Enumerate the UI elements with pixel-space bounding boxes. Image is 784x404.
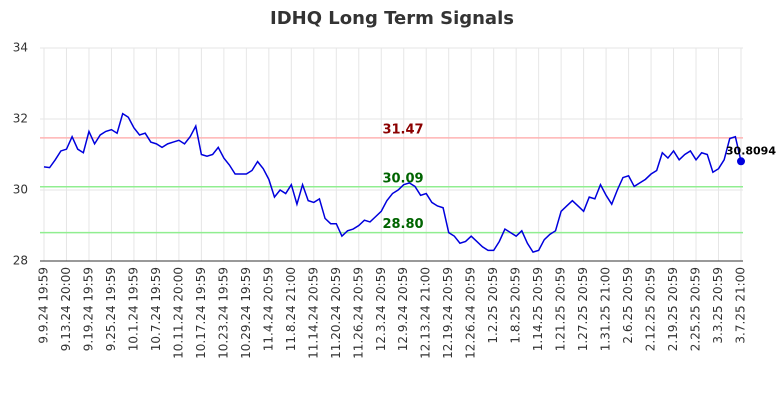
- reference-label: 28.80: [382, 217, 423, 232]
- x-tick-label: 3.3.25 20:59: [711, 267, 725, 344]
- reference-label: 31.47: [382, 122, 423, 137]
- price-line: [43, 112, 742, 254]
- x-tick-label: 12.9.24 20:59: [396, 267, 410, 351]
- y-tick-label: 28: [13, 254, 28, 268]
- x-tick-label: 10.1.24 19:59: [126, 267, 140, 351]
- x-tick-label: 10.11.24 20:00: [171, 267, 185, 359]
- x-tick-label: 11.4.24 20:59: [261, 267, 275, 351]
- y-tick-label: 30: [13, 183, 28, 197]
- y-tick-label: 34: [13, 41, 28, 55]
- x-tick-label: 10.17.24 19:59: [194, 267, 208, 359]
- x-tick-label: 12.13.24 21:00: [419, 267, 433, 359]
- x-tick-label: 2.25.25 20:59: [689, 267, 703, 351]
- x-tick-label: 2.12.25 20:59: [644, 267, 658, 351]
- y-tick-label: 32: [13, 112, 28, 126]
- chart-title: IDHQ Long Term Signals: [270, 8, 514, 29]
- last-value-label: 30.8094: [726, 144, 776, 157]
- x-tick-label: 9.9.24 19:59: [37, 267, 51, 344]
- x-tick-label: 1.2.25 20:59: [486, 267, 500, 344]
- x-tick-label: 2.6.25 20:59: [621, 267, 635, 344]
- x-tick-label: 10.29.24 19:59: [239, 267, 253, 359]
- x-tick-label: 3.7.25 21:00: [734, 267, 748, 344]
- x-tick-label: 11.14.24 20:59: [306, 267, 320, 359]
- x-tick-label: 1.27.25 20:59: [576, 267, 590, 351]
- x-tick-label: 10.7.24 19:59: [149, 267, 163, 351]
- x-tick-label: 9.13.24 20:00: [59, 267, 73, 351]
- x-tick-label: 1.21.25 20:59: [554, 267, 568, 351]
- x-tick-label: 12.26.24 20:59: [464, 267, 478, 359]
- x-tick-label: 1.31.25 21:00: [599, 267, 613, 351]
- x-tick-label: 11.20.24 20:59: [329, 267, 343, 359]
- x-tick-label: 1.8.25 20:59: [509, 267, 523, 344]
- x-tick-label: 2.19.25 20:59: [666, 267, 680, 351]
- x-tick-label: 9.25.24 19:59: [104, 267, 118, 351]
- x-tick-label: 11.26.24 20:59: [351, 267, 365, 359]
- last-point: [737, 157, 745, 166]
- x-tick-label: 11.8.24 21:00: [284, 267, 298, 351]
- x-tick-label: 12.3.24 20:59: [374, 267, 388, 351]
- x-tick-label: 9.19.24 19:59: [81, 267, 95, 351]
- reference-label: 30.09: [382, 171, 423, 186]
- x-tick-label: 1.14.25 20:59: [531, 267, 545, 351]
- x-tick-label: 10.23.24 19:59: [216, 267, 230, 359]
- x-tick-label: 12.19.24 20:59: [441, 267, 455, 359]
